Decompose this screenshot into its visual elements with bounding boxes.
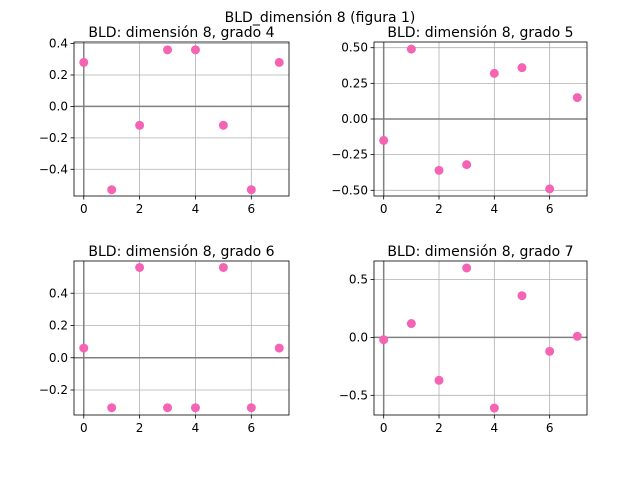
x-tick-label: 2 xyxy=(136,202,144,216)
data-point xyxy=(163,403,173,413)
x-tick-label: 4 xyxy=(192,421,200,435)
data-point xyxy=(489,68,499,78)
data-point xyxy=(489,403,499,413)
y-tick-label: 0.0 xyxy=(349,330,368,344)
data-point xyxy=(218,120,228,130)
y-tick-label: −0.2 xyxy=(39,383,68,397)
subplots: 0 2 4 6 −0.4 −0.2 0.0 0.2 0.4 BLD: dimensión 8, g… xyxy=(39,25,588,435)
data-point xyxy=(379,135,389,145)
y-tick-label: −0.50 xyxy=(331,183,368,197)
data-point xyxy=(462,263,472,273)
y-tick-label: −0.2 xyxy=(39,131,68,145)
subplot-title: BLD: dimensión 8, grado 5 xyxy=(387,25,573,41)
data-point xyxy=(517,63,527,73)
axes-frame xyxy=(373,260,588,416)
y-tick-label: 0.50 xyxy=(341,41,368,55)
data-point xyxy=(406,319,416,329)
data-point xyxy=(572,331,582,341)
x-tick-label: 0 xyxy=(380,421,388,435)
y-tick-label: −0.25 xyxy=(331,148,368,162)
data-point xyxy=(218,262,228,272)
axes-frame xyxy=(73,260,290,416)
data-point xyxy=(79,57,89,67)
x-tick-label: 4 xyxy=(491,421,499,435)
data-point xyxy=(107,403,117,413)
data-point xyxy=(163,45,173,55)
y-tick-label: 0.0 xyxy=(49,351,68,365)
y-tick-label: −0.5 xyxy=(339,388,368,402)
data-point xyxy=(135,120,145,130)
subplot-title: BLD: dimensión 8, grado 6 xyxy=(88,244,274,260)
subplot-3: 0 2 4 6 −0.2 0.0 0.2 0.4 BLD: dimensión 8, grado… xyxy=(39,244,290,435)
data-point xyxy=(572,93,582,103)
y-tick-label: 0.2 xyxy=(49,319,68,333)
data-point xyxy=(274,57,284,67)
data-point xyxy=(434,165,444,175)
x-tick-label: 2 xyxy=(435,202,443,216)
x-tick-label: 0 xyxy=(80,202,88,216)
data-point xyxy=(79,343,89,353)
data-point xyxy=(135,262,145,272)
y-tick-label: 0.2 xyxy=(49,68,68,82)
figure-title: BLD_dimensión 8 (figura 1) xyxy=(225,10,416,26)
data-point xyxy=(274,343,284,353)
y-tick-label: 0.5 xyxy=(349,273,368,287)
data-point xyxy=(246,403,256,413)
x-tick-label: 6 xyxy=(247,202,255,216)
data-point xyxy=(246,185,256,195)
y-tick-label: 0.4 xyxy=(49,37,68,51)
subplot-2: 0 2 4 6 −0.50 −0.25 0.00 0.25 0.50 BLD: dimensión… xyxy=(331,25,588,216)
x-tick-label: 0 xyxy=(80,421,88,435)
data-point xyxy=(107,185,117,195)
y-tick-label: 0.25 xyxy=(341,76,368,90)
y-tick-label: 0.0 xyxy=(49,99,68,113)
x-tick-label: 6 xyxy=(546,421,554,435)
x-tick-label: 0 xyxy=(380,202,388,216)
x-tick-label: 4 xyxy=(491,202,499,216)
data-point xyxy=(545,346,555,356)
x-tick-label: 2 xyxy=(136,421,144,435)
data-point xyxy=(190,45,200,55)
data-point xyxy=(190,403,200,413)
data-point xyxy=(406,44,416,54)
data-point xyxy=(434,375,444,385)
subplot-1: 0 2 4 6 −0.4 −0.2 0.0 0.2 0.4 BLD: dimensión 8, g… xyxy=(39,25,290,216)
x-tick-label: 6 xyxy=(247,421,255,435)
subplot-4: 0 2 4 6 −0.5 0.0 0.5 BLD: dimensión 8, grado 7 xyxy=(339,244,588,435)
data-point xyxy=(545,184,555,194)
data-point xyxy=(517,291,527,301)
y-tick-label: −0.4 xyxy=(39,162,68,176)
data-point xyxy=(379,335,389,345)
subplot-title: BLD: dimensión 8, grado 7 xyxy=(387,244,573,260)
data-point xyxy=(462,160,472,170)
x-tick-label: 6 xyxy=(546,202,554,216)
y-tick-label: 0.00 xyxy=(341,112,368,126)
x-tick-label: 4 xyxy=(192,202,200,216)
axes-frame xyxy=(73,41,290,197)
subplot-title: BLD: dimensión 8, grado 4 xyxy=(88,25,274,41)
y-tick-label: 0.4 xyxy=(49,286,68,300)
x-tick-label: 2 xyxy=(435,421,443,435)
